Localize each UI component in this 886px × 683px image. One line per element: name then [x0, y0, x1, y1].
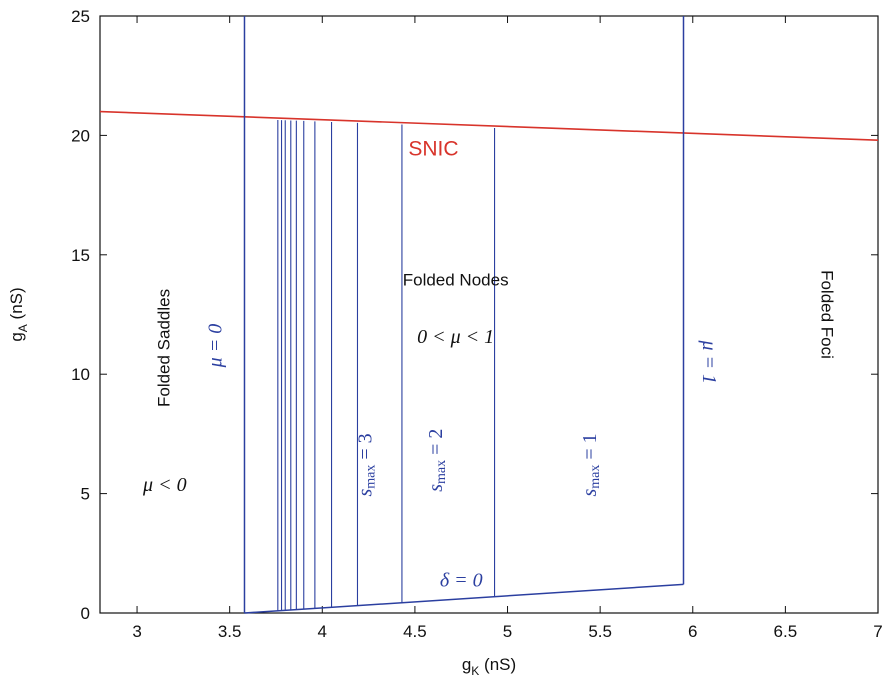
x-tick-label: 5.5 — [588, 622, 612, 641]
annotation-folded-saddles: Folded Saddles — [154, 289, 173, 407]
x-tick-label: 5 — [503, 622, 512, 641]
chart-annotations: Folded Saddles μ < 0 μ = 0 Folded Nodes 0 < … — [142, 137, 837, 591]
x-axis-label-unit: (nS) — [479, 655, 516, 674]
y-axis-label: gA (nS) — [7, 287, 30, 341]
annotation-smax-3: smax = 3 — [354, 433, 379, 496]
y-axis-label-sub: A — [16, 324, 30, 332]
x-tick-label: 6 — [688, 622, 697, 641]
tick-labels: 3 3.5 4 4.5 5 5.5 6 6.5 7 0 5 10 15 20 25 — [71, 7, 883, 641]
delta-zero-line — [244, 583, 684, 614]
annotation-smax-1: smax = 1 — [578, 433, 603, 496]
y-tick-label: 5 — [81, 485, 90, 504]
annotation-smax-2: smax = 2 — [425, 429, 450, 492]
x-tick-label: 6.5 — [774, 622, 798, 641]
y-axis-label-unit: (nS) — [7, 287, 26, 324]
x-axis-label: gK (nS) — [462, 655, 516, 678]
x-axis-label-main: g — [462, 655, 471, 674]
annotation-mu-between: 0 < μ < 1 — [417, 326, 494, 348]
y-tick-label: 20 — [71, 126, 90, 145]
x-tick-label: 7 — [873, 622, 882, 641]
x-axis-label-sub: K — [471, 664, 479, 678]
annotation-mu-eq-1: μ = 1 — [698, 339, 720, 384]
annotation-folded-foci: Folded Foci — [818, 270, 837, 359]
snic-line — [99, 110, 879, 141]
annotation-mu-eq-0: μ = 0 — [204, 324, 226, 369]
x-tick-label: 3 — [132, 622, 141, 641]
annotation-delta-eq-0: δ = 0 — [440, 570, 483, 592]
x-tick-label: 4.5 — [403, 622, 427, 641]
y-tick-label: 0 — [81, 604, 90, 623]
y-tick-label: 10 — [71, 365, 90, 384]
y-tick-label: 25 — [71, 7, 90, 26]
annotation-folded-nodes: Folded Nodes — [403, 271, 509, 290]
plot-frame — [99, 15, 879, 614]
chart-lines — [99, 16, 879, 614]
x-tick-label: 3.5 — [218, 622, 242, 641]
x-tick-label: 4 — [318, 622, 327, 641]
y-tick-label: 15 — [71, 246, 90, 265]
annotation-snic: SNIC — [408, 137, 458, 160]
annotation-mu-lt-0: μ < 0 — [142, 474, 187, 496]
y-axis-label-main: g — [7, 332, 26, 341]
tick-marks — [100, 15, 879, 614]
